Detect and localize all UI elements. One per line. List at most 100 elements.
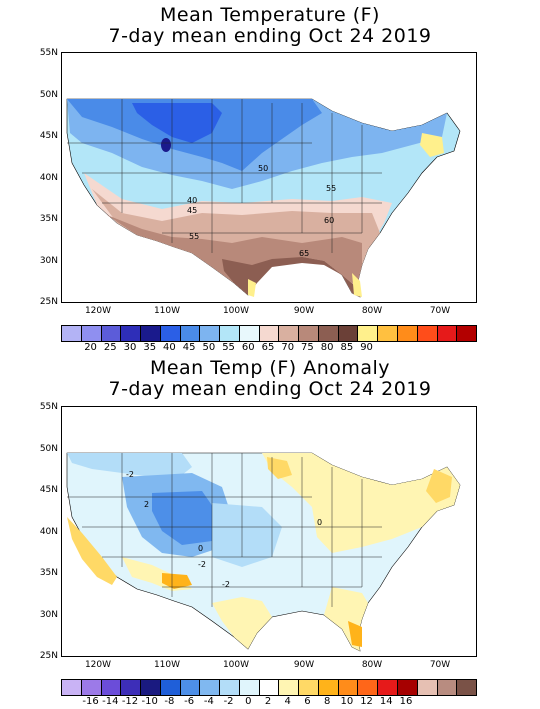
band-75 bbox=[222, 257, 360, 297]
lon-label: 80W bbox=[361, 306, 383, 316]
colorbar-label: 4 bbox=[284, 696, 291, 707]
lon-label: 100W bbox=[222, 660, 250, 670]
colorbar-swatch bbox=[220, 680, 240, 695]
colorbar-swatch bbox=[318, 326, 339, 341]
colorbar-label: 12 bbox=[360, 696, 373, 707]
anom-warm-gl bbox=[267, 457, 292, 479]
anom-contour-label-2: 0 bbox=[317, 518, 322, 527]
band-70 bbox=[107, 215, 362, 295]
contour-label-55: 55 bbox=[326, 184, 336, 193]
colorbar-label: 75 bbox=[301, 342, 314, 353]
anomaly-map: -2 0 -2 0 -2 2 bbox=[61, 406, 477, 657]
anom-warm-ne2 bbox=[426, 469, 452, 503]
lat-label: 30N bbox=[39, 255, 58, 266]
colorbar-swatch bbox=[101, 326, 122, 341]
colorbar-swatch bbox=[141, 326, 161, 341]
lat-label: 30N bbox=[39, 609, 58, 620]
colorbar-label: 14 bbox=[379, 696, 393, 707]
band-ne-warm bbox=[420, 133, 444, 157]
anom-warm-ne bbox=[262, 453, 460, 553]
lat-label: 55N bbox=[39, 48, 58, 58]
colorbar-swatch bbox=[200, 326, 221, 341]
contour-label-65: 65 bbox=[299, 249, 309, 258]
colorbar-label: 40 bbox=[163, 342, 176, 353]
colorbar-swatch bbox=[279, 326, 300, 341]
colorbar-label: 50 bbox=[202, 342, 216, 353]
colorbar-swatch bbox=[180, 326, 201, 341]
anom-contour-label-1: -2 bbox=[126, 470, 134, 479]
colorbar-label: -2 bbox=[223, 696, 234, 707]
lon-label: 110W bbox=[153, 660, 181, 670]
colorbar-swatch bbox=[457, 326, 477, 341]
colorbar-swatch bbox=[101, 680, 122, 695]
colorbar-swatch bbox=[259, 680, 280, 695]
lat-label: 50N bbox=[39, 443, 58, 454]
colorbar-swatch bbox=[358, 326, 379, 341]
lon-label: 70W bbox=[429, 306, 451, 316]
cold-core bbox=[161, 138, 171, 152]
anomaly-title-line2: 7-day mean ending Oct 24 2019 bbox=[108, 378, 432, 400]
lon-label: 80W bbox=[361, 660, 383, 670]
anom-warm-w bbox=[67, 517, 117, 585]
colorbar-label: 16 bbox=[399, 696, 413, 707]
colorbar-swatch bbox=[318, 680, 339, 695]
contour-label-45: 45 bbox=[187, 206, 197, 215]
colorbar-swatch bbox=[378, 326, 399, 341]
temperature-title-line2: 7-day mean ending Oct 24 2019 bbox=[108, 25, 432, 47]
contour-label-40: 40 bbox=[187, 196, 197, 205]
colorbar-swatch bbox=[437, 326, 458, 341]
colorbar-swatch bbox=[338, 326, 359, 341]
colorbar-label: 60 bbox=[241, 342, 255, 353]
colorbar-swatch bbox=[62, 326, 82, 341]
colorbar-swatch bbox=[81, 680, 102, 695]
colorbar-label: -8 bbox=[164, 696, 175, 707]
lon-label: 90W bbox=[293, 306, 315, 316]
colorbar-label: -14 bbox=[102, 696, 119, 707]
colorbar-swatch bbox=[259, 326, 280, 341]
state-lines-anom bbox=[67, 453, 382, 607]
lon-label: 100W bbox=[222, 306, 250, 316]
anomaly-map-canvas: -2 0 -2 0 -2 2 bbox=[66, 452, 461, 652]
temperature-colorbar bbox=[61, 325, 477, 342]
colorbar-label: 35 bbox=[143, 342, 157, 353]
colorbar-swatch bbox=[121, 326, 142, 341]
colorbar-label: 6 bbox=[304, 696, 311, 707]
colorbar-label: -12 bbox=[121, 696, 139, 707]
anomaly-title-line1: Mean Temp (F) Anomaly bbox=[149, 357, 391, 379]
colorbar-label: 25 bbox=[103, 342, 117, 353]
colorbar-label: 30 bbox=[123, 342, 137, 353]
lat-label: 45N bbox=[39, 131, 58, 141]
colorbar-swatch bbox=[417, 326, 438, 341]
colorbar-label: 45 bbox=[182, 342, 196, 353]
colorbar-swatch bbox=[338, 680, 359, 695]
state-lines bbox=[67, 99, 382, 253]
anom-cold-mid bbox=[212, 503, 282, 567]
band-35 bbox=[132, 103, 222, 143]
colorbar-swatch bbox=[378, 680, 399, 695]
colorbar-swatch bbox=[457, 680, 477, 695]
lat-label: 50N bbox=[39, 89, 58, 100]
lat-label: 25N bbox=[39, 651, 58, 661]
anom-contour-label-4: 0 bbox=[198, 544, 203, 553]
anom-cold-nw bbox=[67, 453, 192, 479]
anomaly-colorbar bbox=[61, 679, 477, 696]
anom-contour-label-5: -2 bbox=[222, 580, 230, 589]
lat-label: 35N bbox=[39, 568, 58, 578]
colorbar-label: 8 bbox=[323, 696, 331, 707]
colorbar-swatch bbox=[299, 326, 319, 341]
colorbar-swatch bbox=[220, 326, 240, 341]
anom-warm-sw2 bbox=[162, 573, 192, 589]
colorbar-swatch bbox=[81, 326, 102, 341]
colorbar-label: -16 bbox=[82, 696, 99, 707]
colorbar-label: -4 bbox=[203, 696, 214, 707]
colorbar-swatch bbox=[358, 680, 379, 695]
contour-label-55b: 55 bbox=[189, 232, 199, 241]
colorbar-label: 55 bbox=[222, 342, 235, 353]
colorbar-label: 90 bbox=[360, 342, 373, 353]
anom-cold-core bbox=[152, 491, 220, 545]
lat-label: 40N bbox=[39, 172, 58, 183]
lon-label: 70W bbox=[429, 660, 451, 670]
lat-label: 45N bbox=[39, 485, 58, 495]
lon-label: 110W bbox=[153, 306, 181, 316]
contour-label-50: 50 bbox=[258, 164, 268, 173]
